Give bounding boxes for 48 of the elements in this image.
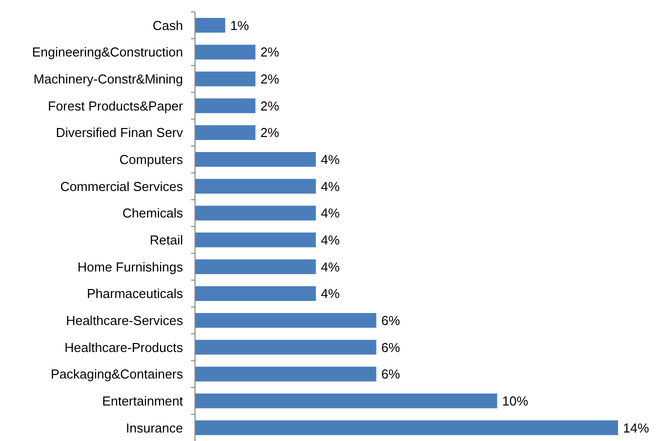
bar (195, 152, 316, 167)
data-label: 4% (320, 152, 340, 167)
data-label: 4% (320, 286, 340, 302)
bar (195, 340, 376, 355)
y-tick-label: Computers (119, 152, 184, 167)
data-label: 6% (381, 312, 401, 328)
data-label: 4% (320, 259, 340, 274)
y-tick-label: Retail (150, 232, 184, 248)
y-tick-label: Entertainment (102, 393, 184, 408)
bar (195, 44, 256, 60)
bar (195, 125, 256, 140)
data-label: 1% (230, 18, 250, 33)
data-label: 4% (320, 206, 340, 221)
y-tick-label: Cash (152, 18, 183, 33)
data-label: 2% (260, 98, 280, 114)
data-label: 6% (381, 340, 401, 355)
y-tick-label: Healthcare-Services (66, 312, 184, 328)
bar (195, 313, 376, 328)
y-tick-label: Healthcare-Products (64, 340, 184, 355)
data-label: 14% (623, 420, 650, 436)
y-tick-label: Forest Products&Paper (48, 98, 184, 114)
data-label: 4% (320, 232, 340, 248)
bar (195, 232, 316, 248)
bar (195, 178, 316, 194)
bar (195, 286, 316, 301)
data-label: 2% (260, 125, 280, 140)
y-tick-label: Machinery-Constr&Mining (33, 71, 183, 86)
y-tick-label: Diversified Finan Serv (56, 125, 184, 140)
y-tick-label: Chemicals (122, 206, 184, 221)
bar (195, 259, 316, 274)
bar (195, 98, 256, 114)
bar (195, 18, 226, 33)
y-tick-label: Insurance (126, 420, 183, 436)
bar (195, 206, 316, 220)
bar (195, 72, 256, 86)
bar (195, 394, 498, 408)
bar (195, 366, 376, 382)
y-tick-label: Engineering&Construction (32, 44, 183, 60)
data-label: 6% (381, 366, 401, 382)
y-tick-label: Commercial Services (60, 178, 184, 194)
data-label: 4% (320, 178, 340, 194)
data-label: 10% (502, 393, 529, 408)
data-label: 2% (260, 44, 280, 60)
y-tick-label: Packaging&Containers (50, 366, 184, 382)
bar (195, 420, 618, 436)
data-label: 2% (260, 71, 280, 86)
y-tick-label: Pharmaceuticals (86, 286, 184, 302)
y-tick-label: Home Furnishings (78, 259, 184, 274)
